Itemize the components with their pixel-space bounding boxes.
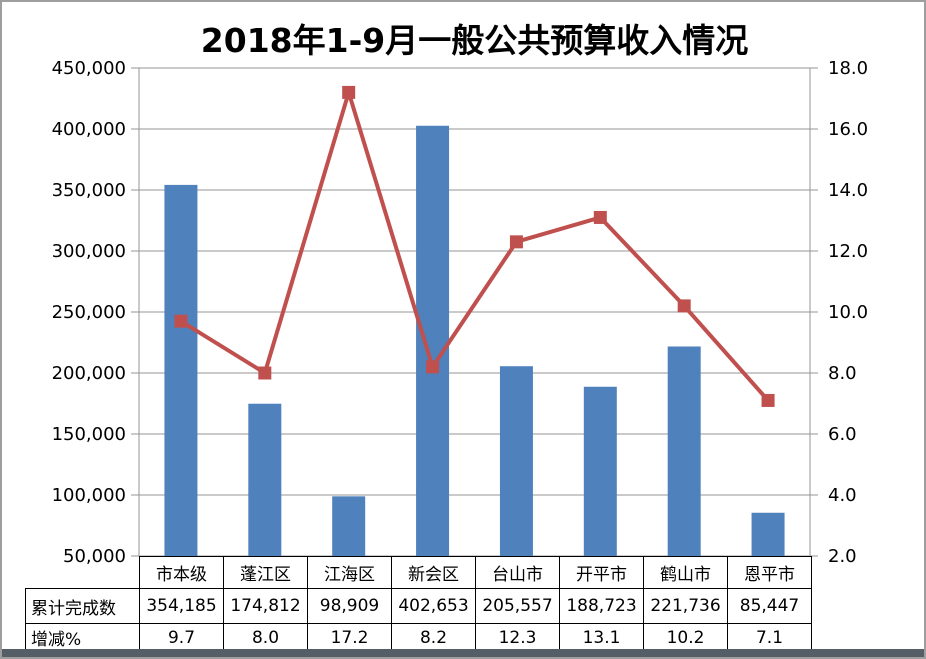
row-label-cell: 累计完成数 xyxy=(25,588,140,624)
value-cell: 85,447 xyxy=(727,588,812,624)
table-corner-cell xyxy=(26,557,140,589)
right-axis-tick-label: 4.0 xyxy=(828,485,857,506)
category-header-cell: 新会区 xyxy=(391,556,476,589)
bar-5 xyxy=(583,386,617,556)
trend-line xyxy=(179,90,770,402)
right-axis-tick-label: 14.0 xyxy=(828,180,868,201)
right-axis-tick-label: 2.0 xyxy=(828,546,857,567)
row-label-cell: 增减% xyxy=(25,623,140,652)
right-axis-tick-label: 10.0 xyxy=(828,302,868,323)
category-header-cell: 蓬江区 xyxy=(223,556,308,589)
right-axis-tick-label: 18.0 xyxy=(828,58,868,79)
category-header-cell: 江海区 xyxy=(307,556,392,589)
left-axis-tick-label: 450,000 xyxy=(52,58,126,79)
category-header-cell: 台山市 xyxy=(475,556,560,589)
right-axis-tick-label: 16.0 xyxy=(828,119,868,140)
left-axis-tick-label: 400,000 xyxy=(52,119,126,140)
value-cell: 188,723 xyxy=(559,588,644,624)
bar-0 xyxy=(164,184,198,557)
marker-4 xyxy=(509,235,523,249)
value-cell: 98,909 xyxy=(307,588,392,624)
value-cell: 8.0 xyxy=(223,623,308,652)
table-row: 增减% 9.7 8.0 17.2 8.2 12.3 13.1 10.2 7.1 xyxy=(25,623,812,652)
value-cell: 17.2 xyxy=(307,623,392,652)
left-axis-tick-label: 100,000 xyxy=(52,485,126,506)
category-header-cell: 鹤山市 xyxy=(643,556,728,589)
marker-2 xyxy=(342,85,356,99)
chart-title: 2018年1-9月一般公共预算收入情况 xyxy=(200,21,749,60)
bar-6 xyxy=(667,346,701,556)
bar-3 xyxy=(416,125,450,556)
table-header-row: 市本级 蓬江区 江海区 新会区 台山市 开平市 鹤山市 恩平市 xyxy=(26,556,812,589)
left-axis-tick-label: 200,000 xyxy=(52,363,126,384)
marker-6 xyxy=(677,299,691,313)
value-cell: 7.1 xyxy=(727,623,812,652)
bar-1 xyxy=(248,403,282,556)
left-axis-tick-label: 150,000 xyxy=(52,424,126,445)
value-cell: 10.2 xyxy=(643,623,728,652)
marker-5 xyxy=(593,210,607,224)
left-axis-tick-label: 50,000 xyxy=(63,546,126,567)
marker-0 xyxy=(174,314,188,328)
bottom-bar xyxy=(2,649,924,657)
value-cell: 174,812 xyxy=(223,588,308,624)
value-cell: 354,185 xyxy=(139,588,224,624)
right-axis-tick-label: 6.0 xyxy=(828,424,857,445)
marker-7 xyxy=(761,393,775,407)
marker-1 xyxy=(258,366,272,380)
marker-3 xyxy=(426,360,440,374)
value-cell: 402,653 xyxy=(391,588,476,624)
left-axis-tick-label: 300,000 xyxy=(52,241,126,262)
category-header-cell: 市本级 xyxy=(139,556,224,589)
value-cell: 9.7 xyxy=(139,623,224,652)
bar-2 xyxy=(332,496,366,556)
value-cell: 221,736 xyxy=(643,588,728,624)
right-axis-tick-label: 12.0 xyxy=(828,241,868,262)
right-axis-tick-label: 8.0 xyxy=(828,363,857,384)
left-axis-tick-label: 250,000 xyxy=(52,302,126,323)
value-cell: 13.1 xyxy=(559,623,644,652)
value-cell: 205,557 xyxy=(475,588,560,624)
category-header-cell: 恩平市 xyxy=(727,556,812,589)
table-row: 累计完成数 354,185 174,812 98,909 402,653 205,557 1… xyxy=(25,588,812,624)
bar-7 xyxy=(751,512,785,556)
data-table: 市本级 蓬江区 江海区 新会区 台山市 开平市 鹤山市 恩平市 累计完成数 354,185 174… xyxy=(25,556,812,652)
bar-4 xyxy=(499,366,533,556)
value-cell: 8.2 xyxy=(391,623,476,652)
category-header-cell: 开平市 xyxy=(559,556,644,589)
left-axis-tick-label: 350,000 xyxy=(52,180,126,201)
value-cell: 12.3 xyxy=(475,623,560,652)
